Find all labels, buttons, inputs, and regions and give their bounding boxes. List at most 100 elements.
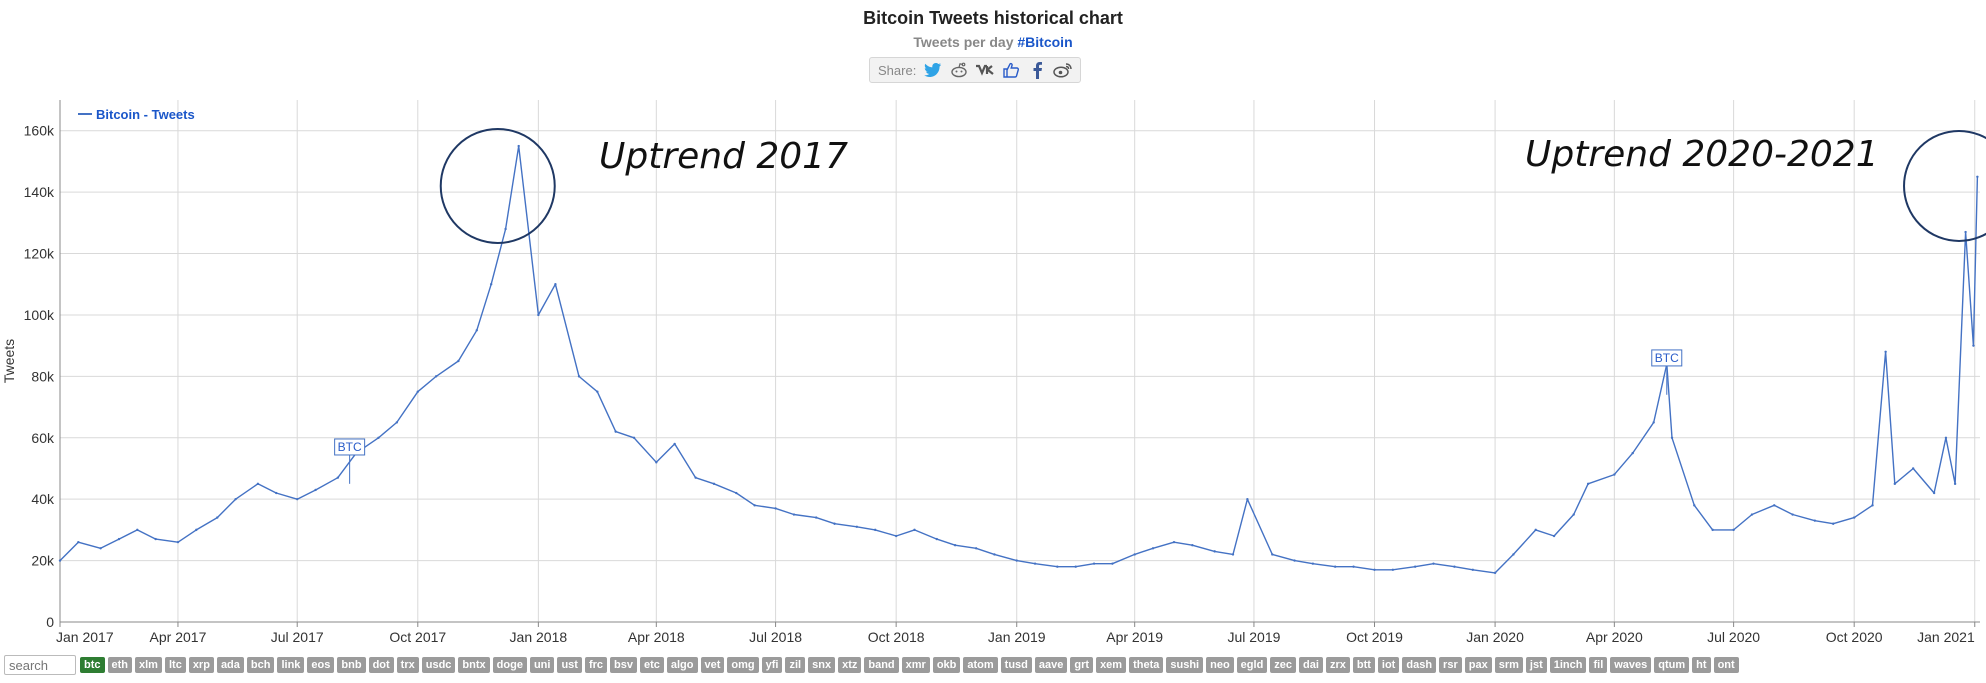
coin-tag-etc[interactable]: etc [639, 657, 664, 673]
data-point [935, 537, 938, 541]
data-point [1750, 513, 1754, 516]
reddit-icon[interactable] [947, 59, 971, 81]
annotation-circle [1903, 129, 1986, 242]
coin-tag-eth[interactable]: eth [107, 657, 132, 673]
x-tick-label: Apr 2017 [150, 629, 207, 645]
coin-tag-ltc[interactable]: ltc [164, 657, 186, 673]
data-point [99, 547, 102, 550]
coin-tag-xrp[interactable]: xrp [188, 657, 214, 673]
coin-tag-eos[interactable]: eos [307, 657, 335, 673]
coin-tag-egld[interactable]: egld [1236, 657, 1268, 673]
coin-tag-band[interactable]: band [864, 657, 899, 673]
coin-tag-jst[interactable]: jst [1525, 657, 1547, 673]
y-tick-label: 80k [31, 368, 55, 384]
data-point [395, 421, 399, 424]
legend[interactable]: Bitcoin - Tweets [78, 107, 195, 122]
coin-tag-yfi[interactable]: yfi [761, 657, 783, 673]
coin-tag-ada[interactable]: ada [216, 657, 244, 673]
like-icon[interactable] [999, 59, 1023, 81]
coin-tag-zrx[interactable]: zrx [1325, 657, 1350, 673]
coin-tag-snx[interactable]: snx [808, 657, 836, 673]
coin-tag-atom[interactable]: atom [963, 657, 998, 673]
coin-tag-xtz[interactable]: xtz [838, 657, 862, 673]
coin-tag-xem[interactable]: xem [1096, 657, 1127, 673]
coin-search-input[interactable] [4, 655, 76, 675]
coin-tag-dot[interactable]: dot [368, 657, 394, 673]
coin-tag-trx[interactable]: trx [396, 657, 419, 673]
data-point [1884, 350, 1887, 353]
coin-tag-ht[interactable]: ht [1692, 657, 1711, 673]
twitter-icon[interactable] [921, 59, 945, 81]
coin-tag-doge[interactable]: doge [492, 657, 527, 673]
data-point [1953, 482, 1957, 486]
flag-marker[interactable] [1651, 349, 1683, 367]
coin-tag-frc[interactable]: frc [584, 657, 607, 673]
data-point [117, 537, 121, 541]
coin-tag-okb[interactable]: okb [932, 657, 961, 673]
data-point [712, 482, 716, 486]
weibo-icon[interactable] [1051, 59, 1075, 81]
coin-tag-waves[interactable]: waves [1610, 657, 1652, 673]
coin-tag-neo[interactable]: neo [1206, 657, 1234, 673]
coin-tag-ont[interactable]: ont [1713, 657, 1739, 673]
coin-tag-xmr[interactable]: xmr [901, 657, 930, 673]
coin-tag-xlm[interactable]: xlm [135, 657, 162, 673]
x-tick-label: Apr 2018 [628, 629, 685, 645]
coin-tag-bntx[interactable]: bntx [458, 657, 490, 673]
x-tick-label: Jul 2018 [749, 629, 802, 645]
coin-tag-1inch[interactable]: 1inch [1549, 657, 1587, 673]
coin-tag-omg[interactable]: omg [727, 657, 759, 673]
coin-tag-bnb[interactable]: bnb [337, 657, 366, 673]
hashtag-link[interactable]: #Bitcoin [1017, 34, 1073, 50]
data-point [504, 227, 507, 231]
data-point [1172, 540, 1176, 544]
share-bar: Share: [869, 57, 1082, 83]
coin-tag-dash[interactable]: dash [1402, 657, 1437, 673]
coin-tag-ust[interactable]: ust [557, 657, 582, 673]
data-point [894, 534, 898, 538]
coin-tag-link[interactable]: link [277, 657, 305, 673]
data-point [1893, 482, 1897, 486]
annotation-label: Uptrend 2017 [599, 136, 848, 177]
coin-tag-vet[interactable]: vet [700, 657, 725, 673]
coin-tag-sushi[interactable]: sushi [1166, 657, 1204, 673]
data-point [256, 482, 260, 486]
facebook-icon[interactable] [1025, 59, 1049, 81]
coin-tag-bch[interactable]: bch [246, 657, 275, 673]
data-point [855, 525, 859, 529]
coin-tag-usdc[interactable]: usdc [421, 657, 456, 673]
coin-tag-uni[interactable]: uni [529, 657, 555, 673]
coin-tag-srm[interactable]: srm [1494, 657, 1523, 673]
coin-tag-btt[interactable]: btt [1352, 657, 1375, 673]
data-point [1813, 519, 1817, 522]
data-point [1471, 568, 1475, 571]
coin-tag-aave[interactable]: aave [1034, 657, 1068, 673]
data-point [1711, 528, 1714, 532]
coin-tag-algo[interactable]: algo [666, 657, 698, 673]
coin-tag-zil[interactable]: zil [785, 657, 806, 673]
data-point [1151, 547, 1155, 550]
coin-tag-zec[interactable]: zec [1270, 657, 1297, 673]
data-point [314, 488, 317, 492]
data-point [1271, 553, 1274, 556]
coin-tag-iot[interactable]: iot [1377, 657, 1400, 673]
coin-tag-qtum[interactable]: qtum [1654, 657, 1690, 673]
data-point [1056, 565, 1059, 568]
coin-tag-fil[interactable]: fil [1589, 657, 1608, 673]
data-point [1911, 467, 1915, 470]
coin-tag-pax[interactable]: pax [1464, 657, 1492, 673]
coin-tag-grt[interactable]: grt [1070, 657, 1094, 673]
flag-marker[interactable] [334, 438, 366, 456]
coin-tag-dai[interactable]: dai [1299, 657, 1323, 673]
vk-icon[interactable] [973, 59, 997, 81]
coin-tag-rsr[interactable]: rsr [1439, 657, 1462, 673]
data-point [377, 436, 380, 439]
data-point [234, 497, 237, 501]
coin-tag-theta[interactable]: theta [1129, 657, 1164, 673]
chart-title: Bitcoin Tweets historical chart [863, 8, 1123, 28]
x-tick-label: Jan 2021 [1917, 629, 1975, 645]
coin-tag-btc[interactable]: btc [80, 657, 105, 673]
data-point [1015, 559, 1018, 562]
coin-tag-tusd[interactable]: tusd [1000, 657, 1032, 673]
coin-tag-bsv[interactable]: bsv [610, 657, 637, 673]
